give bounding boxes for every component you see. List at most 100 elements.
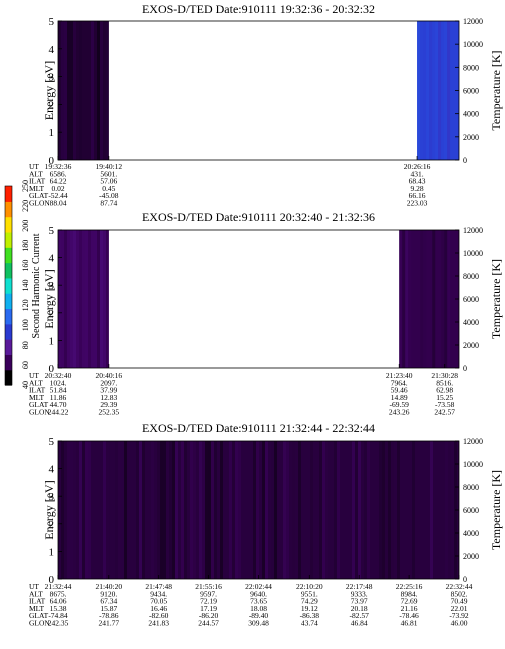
spectrogram-column (103, 230, 106, 368)
spectrogram-column (85, 230, 88, 368)
y-axis-label: Energy [eV] (42, 269, 56, 328)
table-cell: -86.38 (300, 611, 320, 620)
spectrogram-column (271, 441, 274, 579)
table-cell: 15.87 (100, 604, 117, 613)
spectrogram-column (256, 441, 259, 579)
table-cell: -74.84 (48, 611, 68, 620)
table-cell: 21:32:44 (45, 582, 72, 591)
table-row-label: GLAT (29, 191, 49, 200)
spectrogram-column (73, 441, 76, 579)
table-cell: 0.45 (102, 184, 115, 193)
y2-tick-label: 2000 (463, 552, 479, 561)
table-cell: 59.46 (391, 386, 408, 395)
spectrogram-panel: EXOS-D/TED Date:910111 21:32:44 - 22:32:… (29, 421, 503, 628)
spectrogram-column (97, 21, 100, 160)
table-cell: -69.59 (390, 400, 410, 409)
spectrogram-column (157, 441, 160, 579)
table-cell: -86.20 (199, 611, 219, 620)
table-cell: 21:40:20 (95, 582, 122, 591)
table-row-label: GLAT (29, 400, 49, 409)
panel-title: EXOS-D/TED Date:910111 21:32:44 - 22:32:… (142, 421, 375, 435)
y2-tick-label: 8000 (463, 272, 479, 281)
colorbar-frame (4, 185, 13, 386)
spectrogram-column (310, 441, 313, 579)
table-cell: 9434. (150, 589, 167, 598)
spectrogram-column (235, 441, 238, 579)
spectrogram-column (229, 441, 232, 579)
spectrogram-column (175, 441, 178, 579)
table-cell: 17.19 (200, 604, 217, 613)
colorbar-tick-label: 200 (21, 220, 30, 232)
spectrogram-column (103, 441, 106, 579)
table-cell: -73.58 (435, 400, 455, 409)
spectrogram-column (412, 441, 415, 579)
table-cell: 70.05 (150, 597, 167, 606)
y-tick-label: 5 (49, 16, 55, 28)
y-tick-label: 1 (49, 546, 55, 558)
spectrogram-column (106, 230, 109, 368)
table-cell: 57.06 (100, 177, 117, 186)
y2-tick-label: 12000 (463, 17, 483, 26)
table-cell: 9120. (100, 589, 117, 598)
colorbar-swatch (5, 339, 12, 355)
spectrogram-column (352, 441, 355, 579)
table-cell: 12.83 (100, 393, 117, 402)
spectrogram-column (100, 21, 103, 160)
table-cell: 431. (411, 169, 424, 178)
table-cell: 22:32:44 (446, 582, 473, 591)
colorbar-swatch (5, 308, 12, 325)
spectrogram-column (444, 21, 448, 160)
spectrogram-column (423, 21, 427, 160)
y-tick-label: 3 (49, 491, 55, 503)
table-cell: 19.12 (301, 604, 318, 613)
y2-tick-label: 4000 (463, 110, 479, 119)
spectrogram-column (70, 441, 73, 579)
spectrogram-column (64, 441, 67, 579)
table-cell: 20:26:16 (404, 162, 431, 171)
spectrogram-column (322, 441, 325, 579)
spectrogram-column (73, 21, 76, 160)
spectrogram-column (79, 230, 82, 368)
spectrogram-column (391, 441, 394, 579)
y2-tick-label: 12000 (463, 226, 483, 235)
table-cell: 8984. (401, 589, 418, 598)
spectrogram-column (190, 441, 193, 579)
y-tick-label: 2 (49, 99, 55, 111)
table-cell: 8502. (451, 589, 468, 598)
table-cell: 2097. (100, 378, 117, 387)
table-cell: 11.86 (50, 393, 67, 402)
spectrogram-column (82, 441, 85, 579)
table-cell: 241.83 (148, 619, 169, 628)
table-cell: -82.60 (149, 611, 169, 620)
spectrogram-column (136, 441, 139, 579)
spectrogram-column (67, 21, 70, 160)
spectrogram-column (139, 441, 142, 579)
table-cell: -78.86 (99, 611, 119, 620)
data-segment (399, 230, 459, 368)
y2-tick-label: 12000 (463, 437, 483, 446)
table-cell: 9551. (301, 589, 318, 598)
table-row-label: MLT (29, 393, 45, 402)
spectrogram-column (408, 230, 412, 368)
table-cell: 9597. (200, 589, 217, 598)
spectrogram-column (64, 21, 67, 160)
spectrogram-column (426, 21, 430, 160)
spectrogram-column (184, 441, 187, 579)
y2-tick-label: 8000 (463, 483, 479, 492)
table-cell: 29.39 (100, 400, 117, 409)
spectrogram-column (432, 230, 436, 368)
spectrogram-column (85, 441, 88, 579)
data-segment (58, 441, 459, 579)
table-cell: -78.46 (399, 611, 419, 620)
spectrogram-column (181, 441, 184, 579)
table-cell: 87.74 (100, 199, 117, 208)
spectrogram-column (61, 441, 64, 579)
spectrogram-column (70, 230, 73, 368)
table-row-label: GLON (29, 619, 50, 628)
spectrogram-column (262, 441, 265, 579)
table-cell: 6586. (50, 169, 67, 178)
spectrogram-column (364, 441, 367, 579)
spectrogram-column (151, 441, 154, 579)
table-cell: 72.19 (200, 597, 217, 606)
spectrogram-column (423, 230, 427, 368)
